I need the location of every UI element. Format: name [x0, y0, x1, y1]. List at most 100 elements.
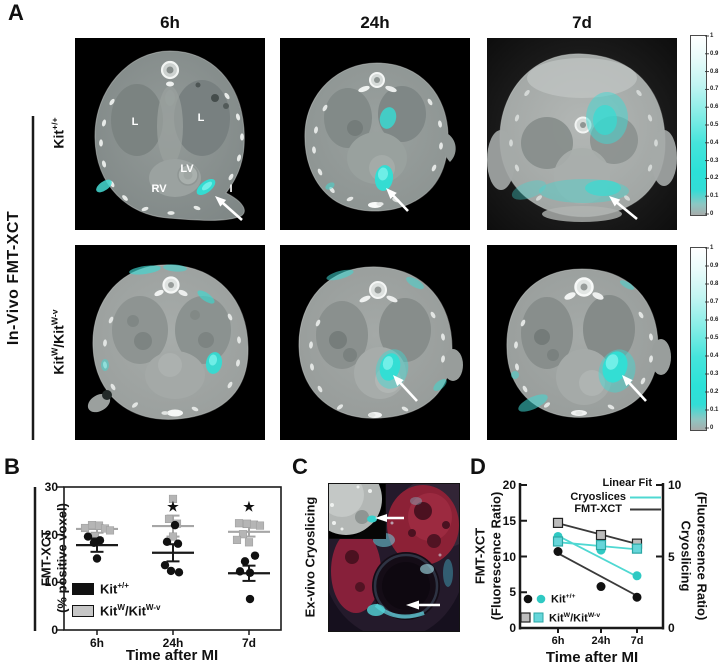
fluorescence-signal: [593, 105, 617, 135]
colorbar-row1: [690, 35, 707, 216]
fit-legend-cryoslices: Cryoslices: [570, 491, 626, 503]
panel-b-label: B: [4, 454, 20, 479]
rib: [654, 139, 658, 147]
rib: [240, 133, 244, 141]
data-point: [173, 539, 183, 548]
rib: [524, 89, 530, 97]
panel-d-legend-kit-mut: KitW/KitW-v: [549, 612, 601, 625]
data-point: [90, 532, 100, 541]
fluorescence-signal: [208, 354, 218, 366]
anatomy-label-rv: RV: [151, 183, 167, 195]
panel-d-series: [552, 517, 643, 549]
data-point: [553, 546, 563, 556]
fit-legend-fmtxct: FMT-XCT: [574, 503, 622, 515]
tissue-red-left: [331, 529, 381, 613]
rib: [236, 359, 240, 367]
anatomy-label-infarct: I: [229, 183, 232, 195]
rib: [401, 406, 409, 412]
fit-legend-title: Linear Fit: [602, 477, 652, 489]
data-point: [595, 539, 607, 551]
panel-d-series: [552, 536, 643, 554]
rib: [108, 316, 114, 324]
colorbar-row2: [690, 247, 707, 431]
data-point: [174, 568, 184, 577]
fluorescence-signal: [377, 167, 389, 181]
rib: [441, 333, 445, 341]
data-point: [235, 567, 245, 576]
rib: [649, 355, 653, 363]
rib: [336, 404, 344, 410]
rib: [314, 126, 318, 134]
fluorescence-signal: [326, 269, 354, 281]
arrow-icon: [609, 196, 638, 221]
rib: [638, 311, 644, 319]
legend-swatch-kit-mut: [72, 605, 94, 617]
data-point: [160, 560, 170, 570]
fluorescence-signal: [101, 359, 109, 371]
arrow-icon: [386, 188, 409, 212]
rib: [623, 195, 631, 201]
data-point: [596, 545, 606, 555]
panel-d-legend-kit-wt: Kit+/+: [551, 593, 576, 606]
rib: [640, 377, 646, 385]
data-point: [255, 521, 265, 530]
fluorescence-signal: [619, 280, 635, 290]
row-label-kit-wt: Kit+/+: [49, 117, 67, 149]
rib: [522, 385, 528, 393]
rib: [431, 164, 437, 172]
ct-image-24h-kit-wt: [280, 38, 470, 230]
data-point: [89, 538, 99, 547]
data-point: [240, 557, 250, 566]
fluorescence-signal: [197, 290, 215, 304]
panel-c-label: C: [292, 454, 308, 479]
data-point: [249, 520, 259, 529]
panel-d-xlabel: Time after MI: [545, 649, 639, 666]
arrow-icon: [622, 375, 647, 402]
panel-b-xlabel: Time after MI: [125, 647, 219, 664]
panel-d-label: D: [470, 454, 486, 479]
rib: [228, 173, 234, 181]
data-point: [95, 536, 105, 545]
rib: [636, 89, 642, 97]
rib: [322, 104, 328, 112]
rib: [99, 139, 103, 147]
rib: [376, 202, 384, 206]
rib: [438, 120, 442, 128]
rib: [543, 402, 551, 408]
panel-b-ylabel2: (% positive voxel): [54, 503, 70, 613]
rib: [309, 341, 313, 349]
panel-d-left-ylabel2: (Fluorescence Ratio): [488, 491, 504, 621]
col-header-24h: 24h: [360, 13, 390, 32]
panel-a-label: A: [8, 0, 24, 25]
rib: [427, 98, 433, 106]
anatomy-label-lung_left: L: [132, 116, 139, 128]
rib: [520, 319, 526, 327]
rib: [441, 355, 445, 363]
cryoslice-inset: [328, 483, 386, 539]
fluorescence-signal: [129, 265, 161, 275]
data-point: [166, 566, 176, 576]
fluorescence-signal: [406, 276, 424, 290]
rib: [227, 313, 233, 321]
data-point: [164, 514, 174, 523]
rib: [439, 142, 443, 150]
panel-b-legend-kit-wt: Kit+/+: [100, 581, 129, 597]
rib: [317, 168, 323, 176]
fluorescence-signal: [201, 181, 213, 191]
rib: [535, 195, 543, 201]
panel-b-legend-kit-mut: KitW/KitW-v: [100, 603, 161, 619]
rib: [346, 196, 354, 202]
rib: [101, 160, 107, 168]
data-point: [631, 538, 643, 549]
rib: [575, 411, 583, 415]
legend-marker: [536, 594, 546, 604]
rib: [607, 404, 615, 410]
rib: [430, 311, 436, 319]
data-point: [553, 531, 563, 541]
panel-d-left-ylabel: FMT-XCT: [472, 527, 488, 585]
ct-image-24h-kit-mut: [280, 245, 470, 440]
data-point: [105, 526, 115, 535]
legend-marker: [520, 612, 531, 623]
data-point: [168, 532, 178, 541]
